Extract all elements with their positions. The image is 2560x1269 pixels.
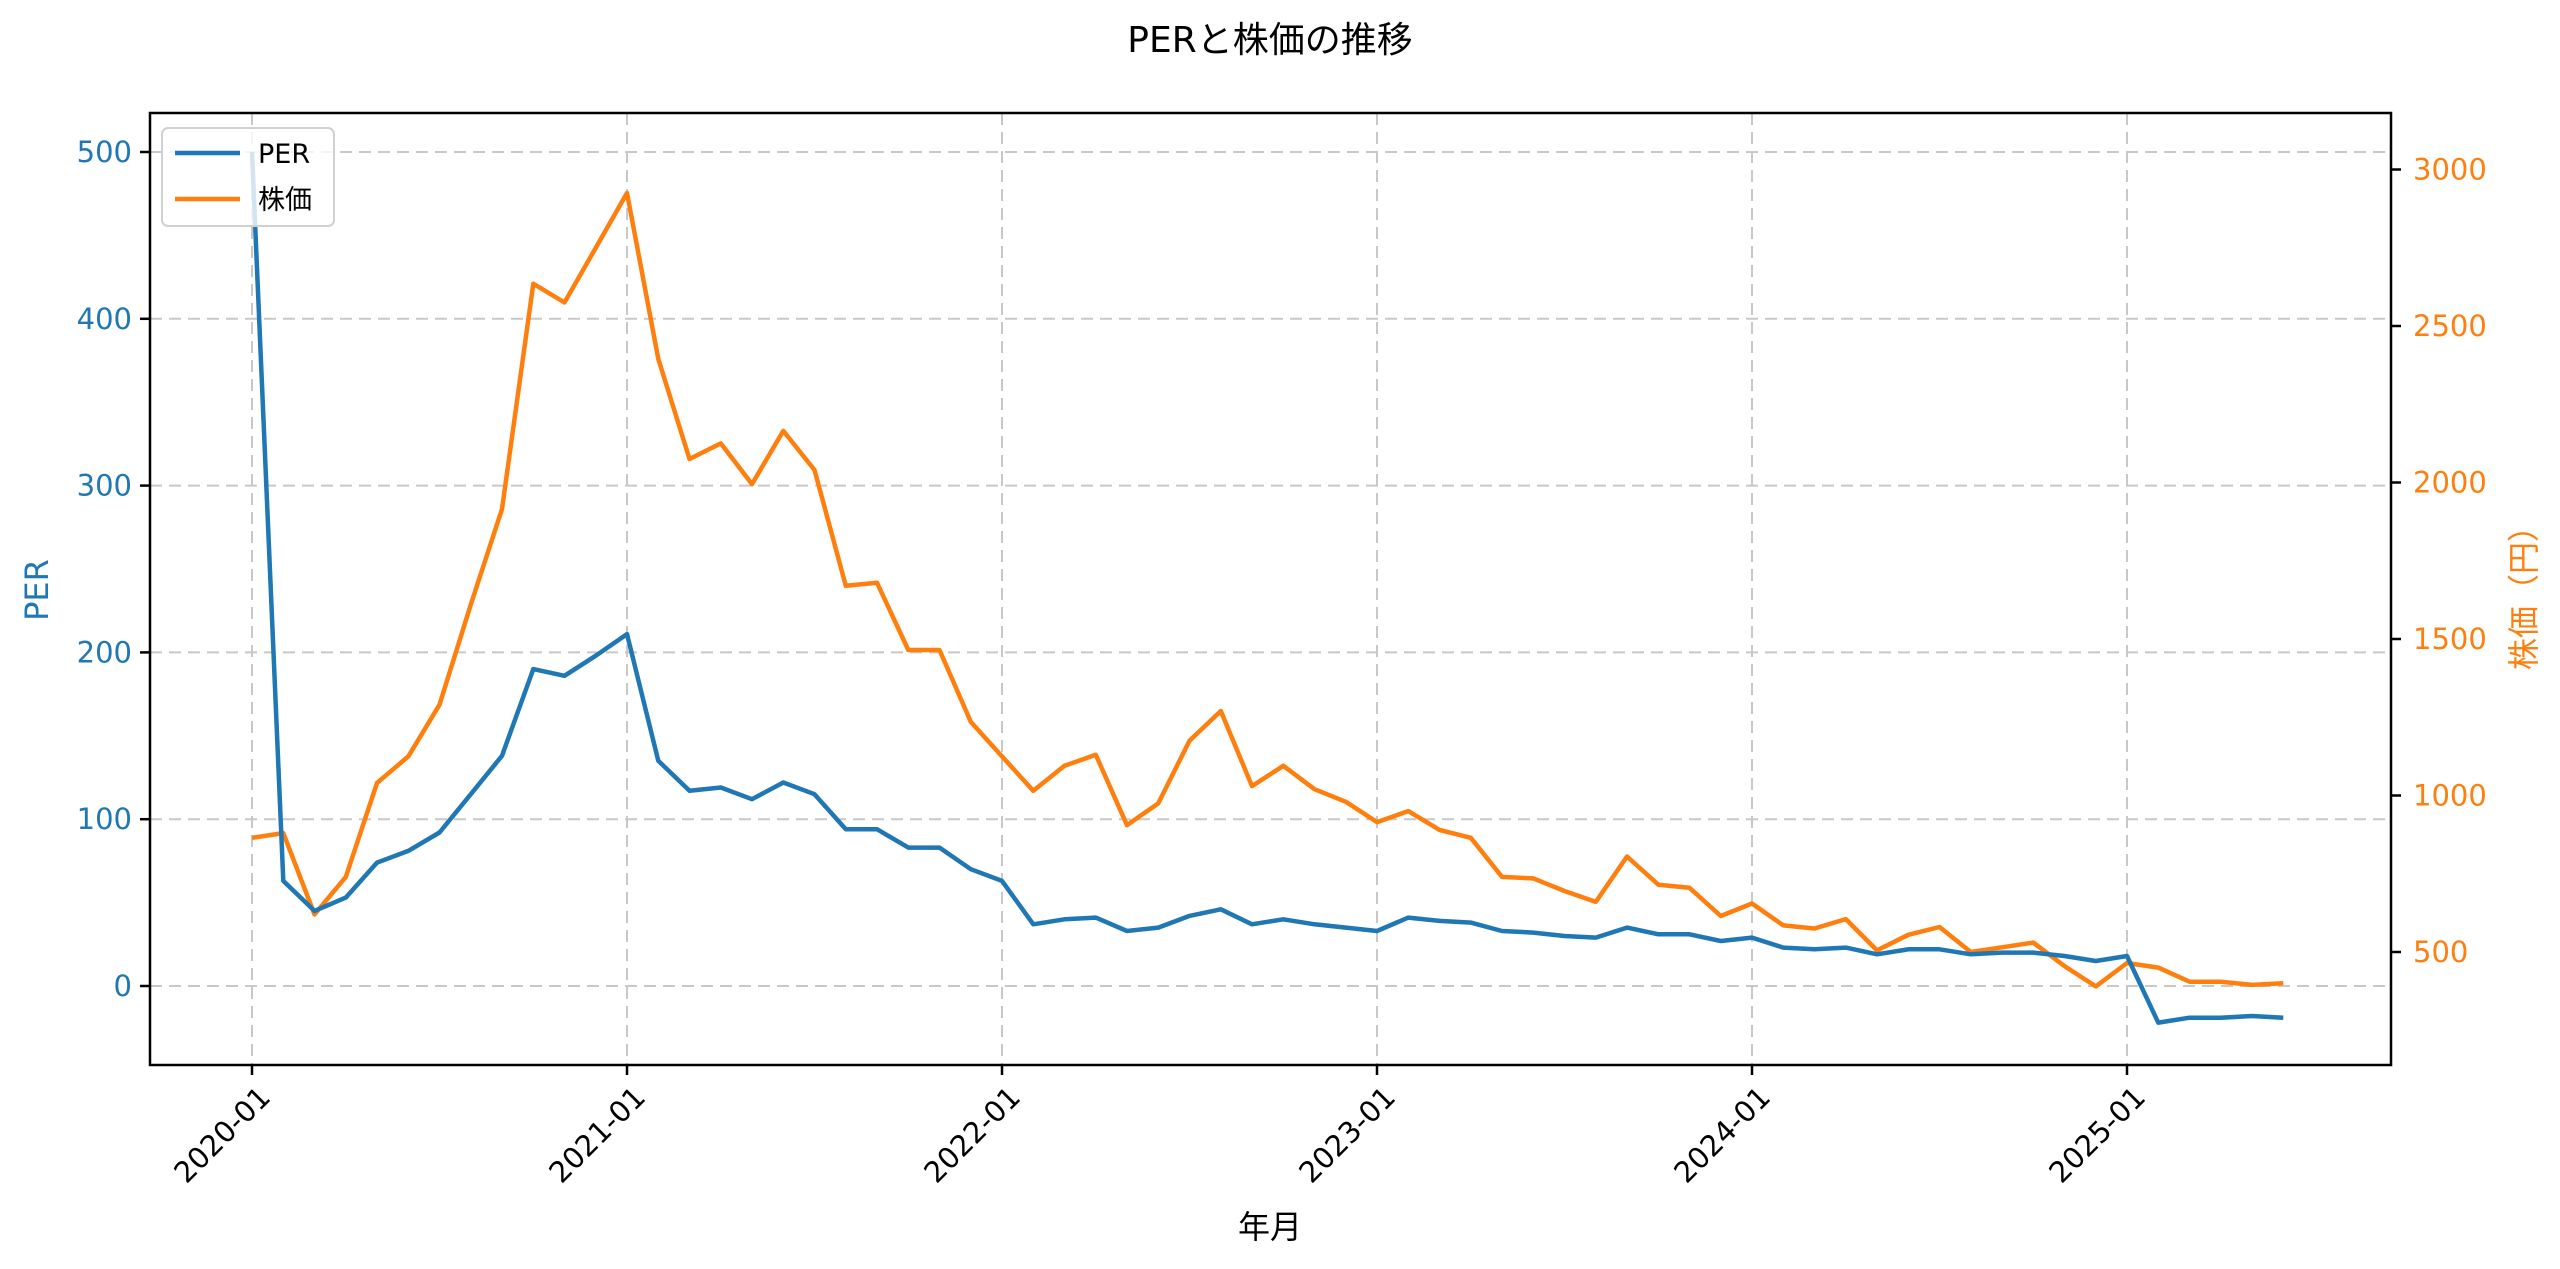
y-right-tick-label: 1500 bbox=[2413, 622, 2487, 656]
y-right-tick-label: 2500 bbox=[2413, 309, 2487, 343]
x-tick-label: 2021-01 bbox=[542, 1080, 652, 1190]
legend-price-label: 株価 bbox=[258, 185, 312, 216]
y-left-tick-label: 400 bbox=[77, 302, 132, 336]
legend-per-label: PER bbox=[258, 139, 310, 170]
y-left-tick-label: 300 bbox=[77, 469, 132, 503]
grid bbox=[150, 113, 2391, 1065]
price-line bbox=[251, 190, 2284, 989]
x-tick-label: 2022-01 bbox=[917, 1080, 1027, 1190]
legend: PER 株価 bbox=[161, 127, 335, 227]
y-right-tick-label: 500 bbox=[2413, 935, 2468, 969]
y-axis-right: 500 1000 1500 2000 2500 3000 bbox=[2391, 153, 2487, 969]
x-axis: 2020-01 2021-01 2022-01 2023-01 2024-01 2025-… bbox=[167, 1065, 2152, 1190]
y-axis-left: 0 100 200 300 400 500 bbox=[77, 135, 150, 1003]
x-tick-label: 2024-01 bbox=[1667, 1080, 1777, 1190]
y-right-tick-label: 1000 bbox=[2413, 779, 2487, 813]
plot-frame bbox=[148, 111, 2393, 1067]
y-axis-right-label: 株価（円） bbox=[2505, 510, 2543, 670]
y-left-tick-label: 0 bbox=[114, 969, 132, 1003]
y-left-tick-label: 500 bbox=[77, 135, 132, 169]
y-left-tick-label: 200 bbox=[77, 635, 132, 669]
y-right-tick-label: 2000 bbox=[2413, 466, 2487, 500]
x-tick-label: 2025-01 bbox=[2042, 1080, 2152, 1190]
x-tick-label: 2023-01 bbox=[1292, 1080, 1402, 1190]
per-line bbox=[249, 151, 2284, 1025]
x-tick-label: 2020-01 bbox=[167, 1080, 277, 1190]
chart-title: PERと株価の推移 bbox=[1127, 20, 1412, 61]
y-right-tick-label: 3000 bbox=[2413, 153, 2487, 187]
y-axis-left-label: PER bbox=[18, 559, 56, 621]
x-axis-label: 年月 bbox=[1238, 1208, 1302, 1246]
y-left-tick-label: 100 bbox=[77, 802, 132, 836]
